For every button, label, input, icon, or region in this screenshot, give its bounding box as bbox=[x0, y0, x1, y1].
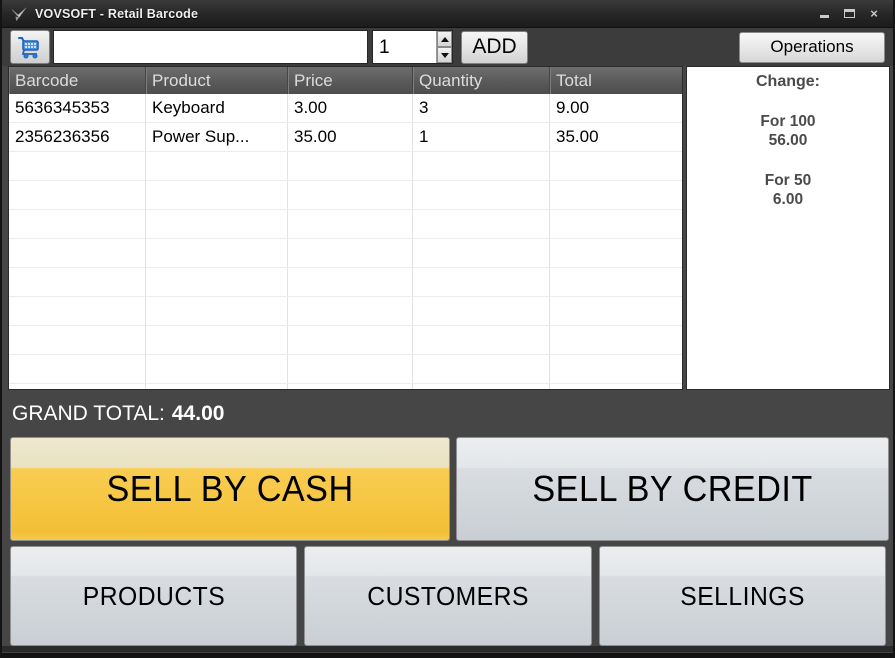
cell-barcode: 2356236356 bbox=[9, 123, 146, 151]
empty-table-row bbox=[9, 210, 682, 239]
column-header-price[interactable]: Price bbox=[288, 67, 413, 94]
quantity-stepper bbox=[372, 30, 453, 64]
change-entry: For 100 56.00 bbox=[687, 112, 889, 150]
main-area: Barcode Product Price Quantity Total 563… bbox=[2, 66, 893, 390]
cell-product: Power Sup... bbox=[146, 123, 288, 151]
change-amount: 6.00 bbox=[772, 191, 804, 208]
empty-table-row bbox=[9, 326, 682, 355]
customers-button[interactable]: CUSTOMERS bbox=[304, 546, 592, 646]
empty-table-row bbox=[9, 152, 682, 181]
grand-total-bar: GRAND TOTAL: 44.00 bbox=[2, 390, 893, 437]
vovsoft-logo-icon bbox=[11, 7, 27, 21]
cell-total: 35.00 bbox=[556, 127, 599, 146]
cell-product: Keyboard bbox=[146, 94, 288, 122]
column-header-quantity[interactable]: Quantity bbox=[413, 67, 550, 94]
change-amount: 56.00 bbox=[768, 132, 808, 149]
sell-by-cash-button[interactable]: SELL BY CASH bbox=[10, 437, 450, 541]
maximize-icon[interactable] bbox=[842, 8, 856, 20]
cell-price: 3.00 bbox=[288, 94, 413, 122]
close-icon[interactable]: × bbox=[870, 6, 878, 21]
cell-quantity: 1 bbox=[413, 123, 550, 151]
cell-price: 35.00 bbox=[288, 123, 413, 151]
cell-barcode: 5636345353 bbox=[9, 94, 146, 122]
spin-up-icon[interactable] bbox=[437, 31, 452, 47]
change-title: Change: bbox=[756, 73, 820, 90]
window-title: VOVSOFT - Retail Barcode bbox=[35, 6, 199, 21]
column-header-barcode[interactable]: Barcode bbox=[9, 67, 146, 94]
empty-table-row bbox=[9, 181, 682, 210]
grand-total-label: GRAND TOTAL: bbox=[12, 401, 165, 425]
quantity-input[interactable] bbox=[373, 31, 436, 63]
table-header-row: Barcode Product Price Quantity Total bbox=[9, 67, 682, 94]
shopping-cart-icon bbox=[18, 37, 39, 59]
sell-buttons-row: SELL BY CASH SELL BY CREDIT bbox=[2, 437, 893, 541]
empty-table-row bbox=[9, 268, 682, 297]
change-panel: Change: For 100 56.00 For 50 6.00 bbox=[686, 66, 890, 390]
cell-total: 9.00 bbox=[556, 98, 590, 117]
empty-table-row bbox=[9, 355, 682, 384]
spin-down-icon[interactable] bbox=[437, 47, 452, 63]
empty-table-row bbox=[9, 384, 682, 389]
cell-quantity: 3 bbox=[413, 94, 550, 122]
change-for-label: For 50 bbox=[764, 172, 812, 189]
sale-items-table: Barcode Product Price Quantity Total 563… bbox=[8, 66, 683, 390]
toolbar: ADD Operations bbox=[2, 28, 893, 66]
sellings-button[interactable]: SELLINGS bbox=[598, 546, 886, 646]
barcode-input[interactable] bbox=[53, 30, 368, 64]
change-for-label: For 100 bbox=[760, 113, 816, 130]
spinner-buttons bbox=[436, 31, 452, 63]
title-bar: VOVSOFT - Retail Barcode × bbox=[2, 0, 893, 28]
window-bottom-edge bbox=[2, 646, 893, 658]
column-header-total[interactable]: Total bbox=[550, 67, 682, 94]
empty-table-row bbox=[9, 297, 682, 326]
window-controls: × bbox=[817, 6, 885, 21]
minimize-icon[interactable] bbox=[817, 8, 831, 20]
operations-button[interactable]: Operations bbox=[739, 31, 885, 63]
empty-table-row bbox=[9, 239, 682, 268]
change-entry: For 50 6.00 bbox=[687, 171, 889, 209]
cart-button[interactable] bbox=[10, 30, 50, 64]
table-row[interactable]: 5636345353 Keyboard 3.00 3 9.00 bbox=[9, 94, 682, 123]
add-button[interactable]: ADD bbox=[461, 30, 528, 64]
sell-by-credit-button[interactable]: SELL BY CREDIT bbox=[456, 437, 889, 541]
grand-total-value: 44.00 bbox=[171, 401, 225, 425]
nav-buttons-row: PRODUCTS CUSTOMERS SELLINGS bbox=[2, 546, 893, 646]
column-header-product[interactable]: Product bbox=[146, 67, 288, 94]
table-row[interactable]: 2356236356 Power Sup... 35.00 1 35.00 bbox=[9, 123, 682, 152]
products-button[interactable]: PRODUCTS bbox=[10, 546, 298, 646]
